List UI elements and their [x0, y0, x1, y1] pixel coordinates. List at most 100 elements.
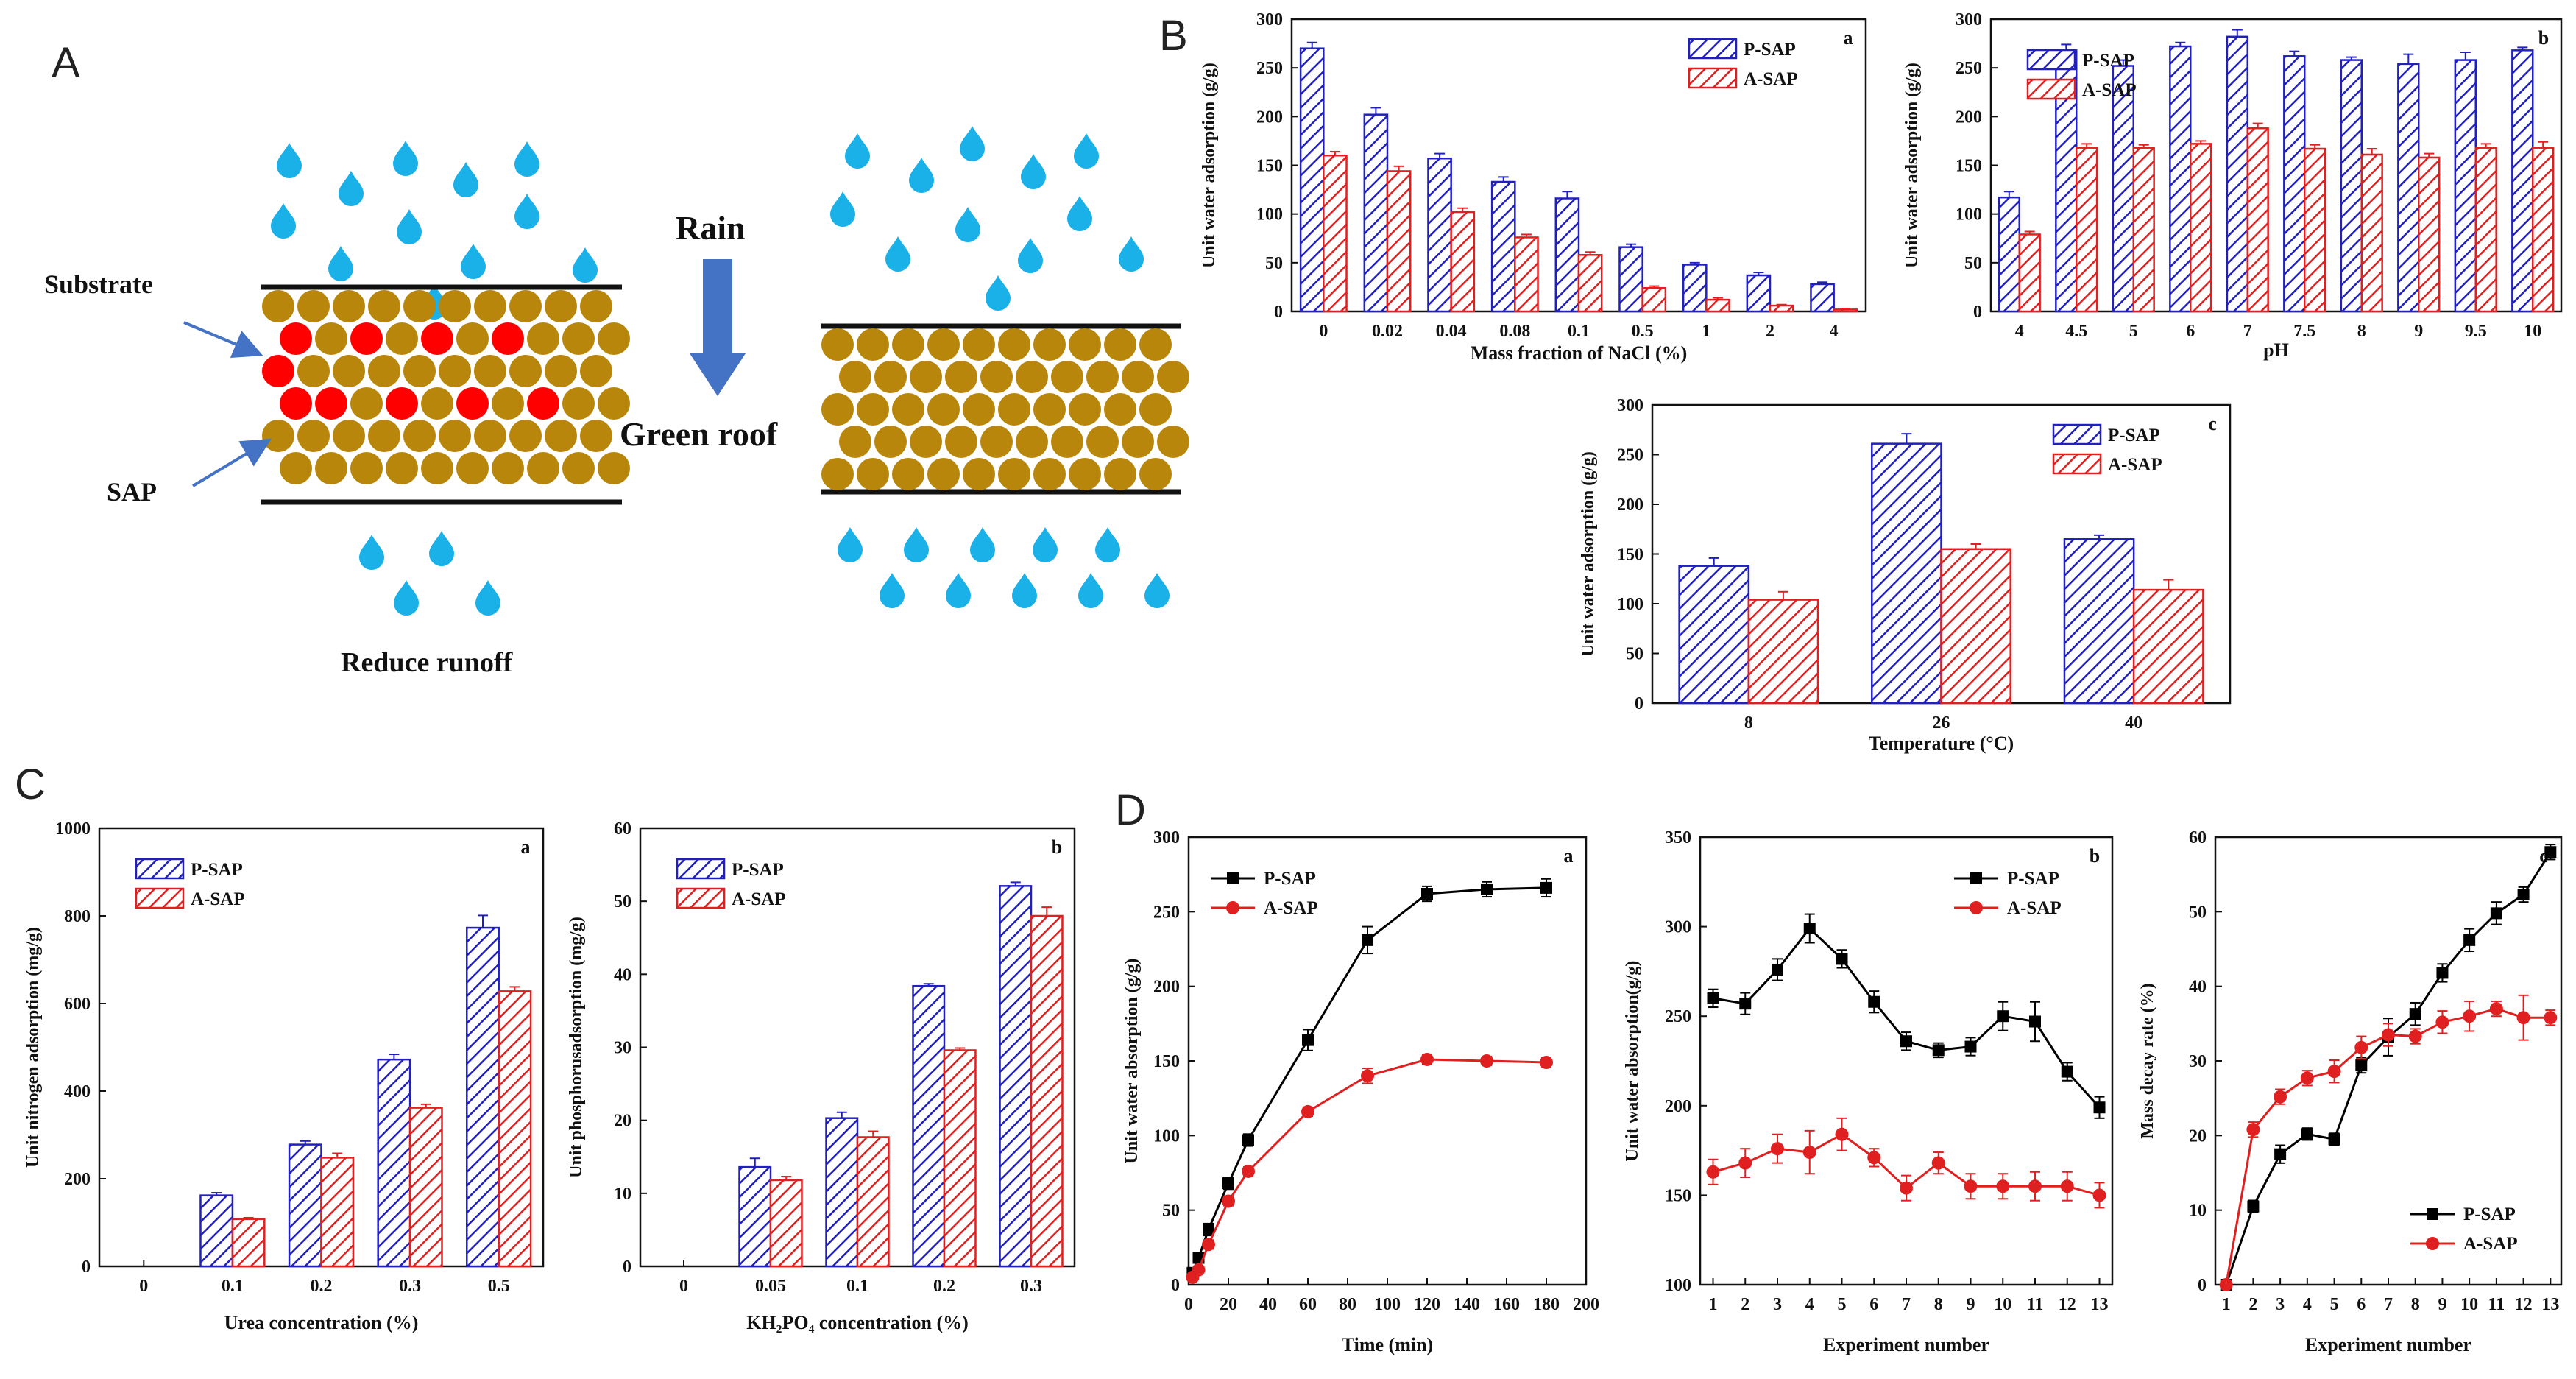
- bar-a-sap: [1747, 599, 1819, 705]
- x-tick-label: 0.2: [311, 1277, 333, 1296]
- data-point-p-sap: [1540, 881, 1552, 894]
- data-point-a-sap: [2408, 1029, 2422, 1043]
- x-tick-label: 10: [2524, 322, 2541, 341]
- chart-sublabel: a: [521, 836, 531, 858]
- water-drop: [1018, 238, 1043, 273]
- legend-label-p-sap: P-SAP: [2007, 869, 2059, 889]
- water-drop: [573, 247, 598, 283]
- substrate-particle: [1139, 458, 1172, 490]
- substrate-particle: [1139, 328, 1172, 361]
- x-tick-label: 6: [2357, 1295, 2366, 1314]
- x-tick-label: 3: [1773, 1295, 1782, 1314]
- substrate-particle: [439, 420, 471, 452]
- water-drop: [946, 573, 971, 608]
- data-point-p-sap: [1222, 1177, 1234, 1190]
- x-tick-label: 0.3: [1020, 1277, 1042, 1296]
- legend-label-a-sap: A-SAP: [2007, 898, 2062, 918]
- substrate-particle: [1157, 426, 1189, 458]
- x-tick-label: 60: [1299, 1295, 1317, 1314]
- bar-a-sap: [2018, 233, 2041, 313]
- sap-arrow: [191, 438, 272, 487]
- legend-swatch-a-sap: [2052, 453, 2102, 475]
- data-point-a-sap: [1480, 1054, 1493, 1068]
- y-tick-label: 300: [1665, 918, 1691, 937]
- substrate-particle: [945, 426, 977, 458]
- sap-particle: [527, 387, 559, 420]
- y-tick-label: 400: [64, 1082, 91, 1101]
- x-tick-label: 100: [1374, 1295, 1401, 1314]
- y-tick-label: 0: [1973, 303, 1982, 322]
- data-point-p-sap: [1836, 953, 1848, 965]
- substrate-particle: [439, 290, 471, 322]
- substrate-particle: [1033, 393, 1066, 426]
- substrate-particle: [580, 420, 612, 452]
- substrate-particle: [580, 355, 612, 387]
- data-point-a-sap: [2489, 1002, 2503, 1016]
- data-point-p-sap: [2247, 1200, 2260, 1213]
- substrate-particle: [839, 426, 871, 458]
- y-axis-label: Unit water absorption (g/g): [1122, 959, 1142, 1164]
- water-drop: [1144, 573, 1170, 608]
- bar-p-sap: [2283, 55, 2306, 313]
- data-point-p-sap: [2517, 889, 2530, 901]
- y-tick-label: 50: [614, 892, 631, 911]
- bar-a-sap: [2474, 147, 2497, 313]
- x-tick-label: 4: [1805, 1295, 1814, 1314]
- data-point-a-sap: [1964, 1179, 1978, 1193]
- data-point-p-sap: [2274, 1148, 2287, 1160]
- y-tick-label: 300: [1153, 828, 1180, 847]
- y-tick-label: 30: [2189, 1052, 2207, 1071]
- y-tick-label: 200: [1665, 1097, 1691, 1116]
- substrate-particle: [1033, 458, 1066, 490]
- water-drop: [904, 527, 929, 562]
- data-point-a-sap: [1900, 1181, 1913, 1195]
- data-point-p-sap: [1302, 1034, 1314, 1046]
- y-axis-label: Unit water adsorption (g/g): [1200, 63, 1219, 268]
- substrate-label: Substrate: [44, 269, 153, 299]
- substrate-particle: [403, 355, 436, 387]
- data-point-a-sap: [2463, 1009, 2477, 1023]
- water-drop: [1119, 236, 1144, 272]
- legend-label-p-sap: P-SAP: [1264, 869, 1316, 889]
- data-point-a-sap: [2060, 1179, 2074, 1193]
- x-tick-label: 20: [1220, 1295, 1237, 1314]
- data-point-a-sap: [1706, 1165, 1720, 1179]
- legend-swatch-p-sap: [2026, 49, 2076, 71]
- water-drop: [514, 141, 539, 177]
- substrate-particle: [474, 290, 506, 322]
- substrate-particle: [963, 393, 995, 426]
- x-tick-label: 7.5: [2293, 322, 2315, 341]
- y-tick-label: 0: [1274, 303, 1283, 322]
- y-tick-label: 250: [1153, 903, 1180, 922]
- x-tick-label: 0.1: [846, 1277, 868, 1296]
- x-axis-label: Temperature (°C): [1869, 733, 2014, 754]
- substrate-particle: [492, 452, 524, 484]
- substrate-particle: [492, 387, 524, 420]
- y-tick-label: 250: [1256, 59, 1283, 78]
- substrate-particle: [509, 290, 542, 322]
- substrate-particle: [598, 387, 630, 420]
- bar-p-sap: [738, 1165, 772, 1268]
- substrate-particle: [998, 458, 1030, 490]
- bar-p-sap: [1427, 157, 1452, 313]
- substrate-particle: [839, 361, 871, 393]
- data-point-p-sap: [1203, 1224, 1214, 1236]
- bar-p-sap: [1871, 442, 1942, 705]
- reduce-runoff-label: Reduce runoff: [341, 647, 514, 678]
- substrate-particle: [545, 290, 577, 322]
- sap-particle: [492, 322, 524, 355]
- bar-a-sap: [2360, 153, 2383, 313]
- x-tick-label: 9: [2414, 322, 2423, 341]
- x-tick-label: 4.5: [2065, 322, 2087, 341]
- data-point-p-sap: [1803, 923, 1816, 935]
- x-tick-label: 40: [1259, 1295, 1277, 1314]
- substrate-particle: [598, 322, 630, 355]
- sap-particle: [421, 322, 453, 355]
- data-point-a-sap: [1222, 1194, 1235, 1208]
- legend-label-a-sap: A-SAP: [1744, 69, 1798, 89]
- bar-p-sap: [2112, 65, 2135, 313]
- bar-a-sap: [1641, 286, 1667, 313]
- y-tick-label: 600: [64, 995, 91, 1014]
- substrate-particle: [1104, 328, 1136, 361]
